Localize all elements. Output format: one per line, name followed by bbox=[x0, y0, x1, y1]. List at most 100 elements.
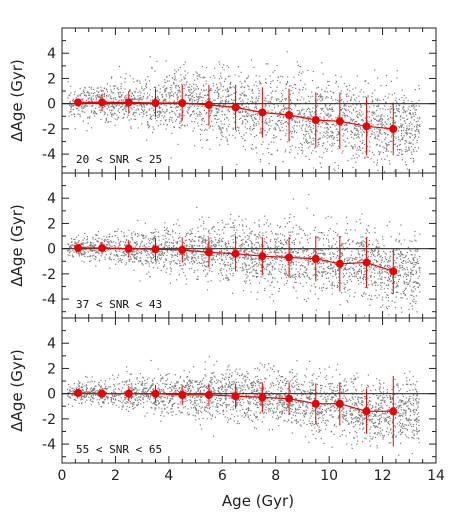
scatter-point bbox=[387, 267, 389, 269]
scatter-point bbox=[374, 280, 376, 282]
scatter-point bbox=[322, 145, 324, 147]
scatter-point bbox=[310, 141, 312, 143]
scatter-point bbox=[281, 94, 284, 96]
scatter-point bbox=[232, 273, 234, 275]
scatter-point bbox=[303, 116, 305, 118]
scatter-point bbox=[321, 62, 323, 64]
scatter-point bbox=[231, 267, 233, 269]
scatter-point bbox=[177, 106, 179, 108]
scatter-point bbox=[304, 248, 306, 251]
scatter-point bbox=[295, 120, 297, 122]
scatter-point bbox=[327, 97, 329, 99]
scatter-point bbox=[104, 238, 106, 240]
scatter-point bbox=[246, 128, 248, 130]
scatter-point bbox=[81, 254, 83, 256]
scatter-point bbox=[265, 122, 267, 125]
scatter-point bbox=[223, 261, 225, 263]
scatter-point bbox=[153, 235, 155, 237]
scatter-point bbox=[223, 248, 225, 250]
scatter-point bbox=[79, 252, 81, 254]
scatter-point bbox=[362, 152, 364, 154]
scatter-point bbox=[417, 286, 419, 288]
scatter-point bbox=[179, 114, 181, 116]
scatter-point bbox=[166, 108, 168, 110]
scatter-point bbox=[164, 244, 166, 246]
scatter-point bbox=[380, 84, 382, 87]
scatter-point bbox=[263, 99, 266, 102]
scatter-point bbox=[318, 98, 320, 100]
scatter-point bbox=[262, 265, 264, 267]
scatter-point bbox=[97, 95, 99, 97]
scatter-point bbox=[217, 108, 219, 110]
scatter-point bbox=[266, 131, 268, 133]
scatter-point bbox=[289, 221, 291, 223]
scatter-point bbox=[334, 272, 336, 274]
scatter-point bbox=[134, 261, 136, 263]
scatter-point bbox=[368, 121, 370, 123]
scatter-point bbox=[247, 120, 249, 122]
scatter-point bbox=[304, 83, 306, 85]
scatter-point bbox=[213, 226, 215, 228]
scatter-point bbox=[222, 259, 224, 261]
scatter-point bbox=[332, 270, 334, 272]
scatter-point bbox=[370, 158, 372, 160]
scatter-point bbox=[329, 115, 331, 117]
scatter-point bbox=[197, 96, 200, 98]
scatter-point bbox=[285, 240, 287, 242]
scatter-point bbox=[299, 228, 301, 230]
scatter-point bbox=[223, 253, 225, 255]
scatter-point bbox=[175, 85, 177, 87]
scatter-point bbox=[152, 99, 154, 101]
scatter-point bbox=[377, 255, 379, 257]
scatter-point bbox=[418, 267, 420, 269]
binned-point bbox=[74, 98, 83, 107]
scatter-point bbox=[211, 270, 213, 273]
scatter-point bbox=[201, 242, 203, 244]
scatter-point bbox=[164, 235, 166, 237]
scatter-point bbox=[401, 125, 403, 127]
scatter-point bbox=[195, 71, 197, 73]
scatter-point bbox=[263, 289, 266, 292]
scatter-point bbox=[217, 239, 220, 241]
scatter-point bbox=[284, 269, 286, 271]
scatter-point bbox=[179, 116, 181, 118]
scatter-point bbox=[120, 231, 123, 233]
scatter-point bbox=[194, 254, 196, 256]
scatter-point bbox=[232, 222, 234, 224]
scatter-point bbox=[193, 87, 195, 89]
scatter-point bbox=[175, 71, 177, 73]
scatter-point bbox=[232, 134, 234, 136]
scatter-point bbox=[67, 254, 69, 256]
scatter-point bbox=[149, 103, 152, 106]
scatter-point bbox=[305, 300, 307, 302]
scatter-point bbox=[338, 257, 340, 260]
scatter-point bbox=[290, 85, 292, 87]
scatter-point bbox=[292, 263, 295, 265]
scatter-point bbox=[88, 244, 90, 246]
scatter-point bbox=[167, 246, 169, 248]
scatter-point bbox=[179, 265, 181, 267]
scatter-point bbox=[398, 241, 400, 243]
scatter-point bbox=[307, 130, 309, 133]
scatter-point bbox=[124, 242, 126, 244]
scatter-point bbox=[158, 236, 160, 238]
scatter-point bbox=[281, 120, 283, 122]
scatter-point bbox=[414, 89, 416, 91]
scatter-point bbox=[244, 256, 246, 258]
scatter-point bbox=[76, 236, 78, 238]
scatter-point bbox=[229, 273, 231, 275]
scatter-point bbox=[309, 290, 312, 292]
scatter-point bbox=[133, 249, 135, 251]
scatter-point bbox=[191, 256, 193, 258]
scatter-point bbox=[402, 276, 405, 278]
scatter-point bbox=[189, 83, 191, 85]
scatter-point bbox=[134, 234, 136, 236]
scatter-point bbox=[372, 244, 374, 246]
scatter-point bbox=[187, 258, 189, 260]
scatter-point bbox=[197, 249, 199, 251]
scatter-point bbox=[203, 76, 205, 78]
scatter-point bbox=[318, 144, 320, 146]
scatter-point bbox=[353, 133, 355, 136]
scatter-point bbox=[205, 240, 207, 242]
scatter-point bbox=[164, 90, 167, 92]
